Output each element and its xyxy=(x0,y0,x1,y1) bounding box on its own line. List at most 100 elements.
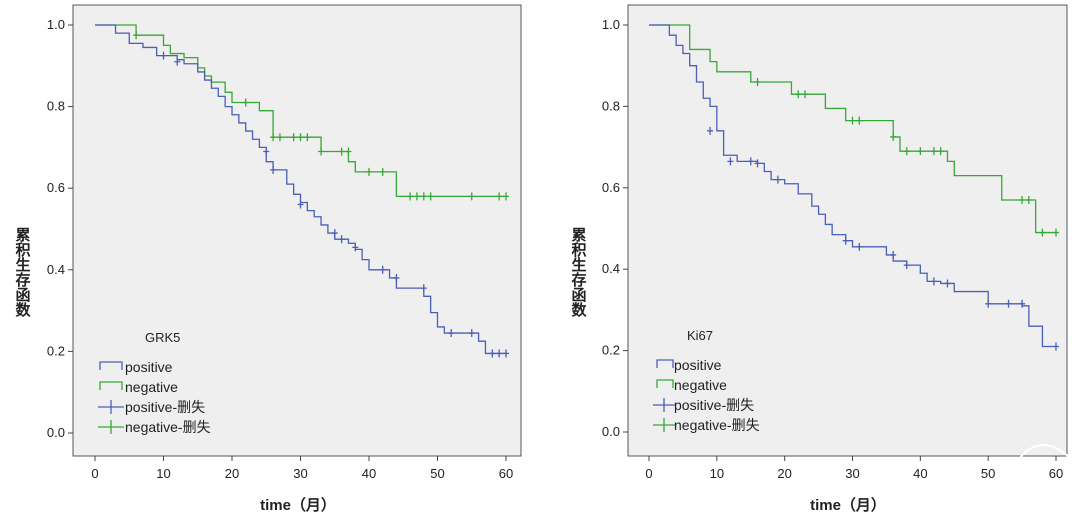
x-tick-label: 10 xyxy=(710,466,724,481)
censor-mark-positive xyxy=(174,57,181,66)
legend-label-positive-censored: positive-删失 xyxy=(674,397,754,413)
censor-mark-positive xyxy=(747,157,754,166)
censor-mark-negative xyxy=(849,116,856,125)
censor-mark-negative xyxy=(1019,196,1026,205)
censor-mark-negative xyxy=(297,133,304,142)
censor-mark-negative xyxy=(420,192,427,201)
series-line-negative xyxy=(95,24,506,198)
y-axis-label: 累积生存函数 xyxy=(14,227,31,318)
censor-mark-negative xyxy=(270,133,277,142)
censor-mark-negative xyxy=(795,90,802,99)
legend-swatch-negative-censored xyxy=(98,420,124,434)
legend-swatch-negative-censored xyxy=(653,418,675,432)
legend-swatch-positive-censored xyxy=(98,400,124,414)
x-tick-label: 40 xyxy=(362,466,376,481)
censor-mark-positive xyxy=(379,265,386,274)
y-tick-label: 0.4 xyxy=(47,262,65,277)
censor-mark-negative xyxy=(242,98,249,107)
censor-mark-negative xyxy=(754,77,761,86)
censor-mark-negative xyxy=(318,147,325,156)
censor-mark-negative xyxy=(1025,196,1032,205)
censor-mark-positive xyxy=(393,273,400,282)
y-tick-label: 0.8 xyxy=(47,99,65,114)
x-tick-label: 30 xyxy=(845,466,859,481)
km-chart-grk5-svg: 累积生存函数 time（月） GRK5 positive negative po… xyxy=(14,4,522,514)
legend: positive negative positive-删失 negative-删… xyxy=(653,357,760,433)
x-tick-label: 60 xyxy=(499,466,513,481)
censor-mark-positive xyxy=(985,299,992,308)
censor-mark-positive xyxy=(160,51,167,60)
censor-mark-negative xyxy=(290,133,297,142)
censor-mark-positive xyxy=(842,236,849,245)
legend-label-negative-censored: negative-删失 xyxy=(125,419,211,435)
x-tick-label: 20 xyxy=(777,466,791,481)
censor-mark-positive xyxy=(468,329,475,338)
x-tick-label: 40 xyxy=(913,466,927,481)
censor-mark-negative xyxy=(133,31,140,40)
censor-mark-negative xyxy=(903,147,910,156)
censor-mark-positive xyxy=(1005,299,1012,308)
censor-mark-positive xyxy=(754,159,761,168)
x-tick-label: 20 xyxy=(225,466,239,481)
y-axis-label: 累积生存函数 xyxy=(570,227,587,318)
censor-mark-positive xyxy=(774,175,781,184)
censor-mark-positive xyxy=(1053,342,1059,351)
censor-mark-positive xyxy=(489,349,496,358)
censor-mark-negative xyxy=(1039,228,1046,237)
censor-mark-negative xyxy=(468,192,475,201)
series-line-positive xyxy=(649,24,1056,348)
y-tick-label: 0.8 xyxy=(602,98,620,113)
censor-mark-positive xyxy=(338,235,345,244)
x-axis-label: time（月） xyxy=(810,496,886,514)
censor-mark-positive xyxy=(707,126,714,135)
censor-mark-positive xyxy=(503,349,509,358)
y-tick-label: 0.2 xyxy=(602,343,620,358)
legend-label-negative: negative xyxy=(674,377,727,393)
x-tick-label: 10 xyxy=(156,466,170,481)
series-line-positive xyxy=(95,24,506,355)
censor-mark-negative xyxy=(856,116,863,125)
censor-mark-negative xyxy=(413,192,420,201)
km-chart-ki67-svg: 累积生存函数 time（月） Ki67 positive negative po… xyxy=(570,4,1073,514)
censor-mark-positive xyxy=(352,243,359,252)
censor-mark-positive xyxy=(727,157,734,166)
legend-swatch-positive-censored xyxy=(653,398,675,412)
censor-mark-negative xyxy=(407,192,414,201)
censor-mark-positive xyxy=(270,165,277,174)
censor-mark-positive xyxy=(856,242,863,251)
legend-label-negative-censored: negative-删失 xyxy=(674,417,760,433)
censor-mark-positive xyxy=(944,279,951,288)
y-tick-label: 1.0 xyxy=(602,17,620,32)
censor-mark-positive xyxy=(496,349,503,358)
censor-mark-negative xyxy=(917,147,924,156)
censor-mark-negative xyxy=(338,147,345,156)
x-tick-label: 0 xyxy=(91,466,98,481)
y-tick-label: 0.0 xyxy=(602,424,620,439)
x-tick-label: 0 xyxy=(645,466,652,481)
censor-mark-negative xyxy=(930,147,937,156)
censor-mark-negative xyxy=(276,133,283,142)
x-tick-label: 50 xyxy=(430,466,444,481)
image-artifact-arc xyxy=(1017,444,1073,461)
legend-title: GRK5 xyxy=(145,330,180,345)
censor-mark-positive xyxy=(930,277,937,286)
censor-mark-positive xyxy=(331,229,338,238)
x-tick-label: 60 xyxy=(1049,466,1063,481)
y-tick-label: 0.6 xyxy=(47,180,65,195)
censor-mark-positive xyxy=(420,284,427,293)
legend: positive negative positive-删失 negative-删… xyxy=(98,359,211,435)
censor-mark-negative xyxy=(937,147,944,156)
km-chart-ki67: 累积生存函数 time（月） Ki67 positive negative po… xyxy=(540,0,1080,517)
censor-mark-negative xyxy=(366,167,372,176)
censor-mark-positive xyxy=(1019,299,1026,308)
x-axis-label: time（月） xyxy=(260,496,336,514)
legend-label-positive: positive xyxy=(674,357,722,373)
legend-swatch-positive xyxy=(656,359,674,368)
legend-swatch-positive xyxy=(99,361,123,370)
legend-label-positive-censored: positive-删失 xyxy=(125,399,205,415)
legend-label-negative: negative xyxy=(125,379,178,395)
censor-mark-positive xyxy=(903,261,910,270)
censor-mark-negative xyxy=(345,147,352,156)
censor-mark-positive xyxy=(890,250,897,259)
censor-mark-positive xyxy=(297,200,304,209)
